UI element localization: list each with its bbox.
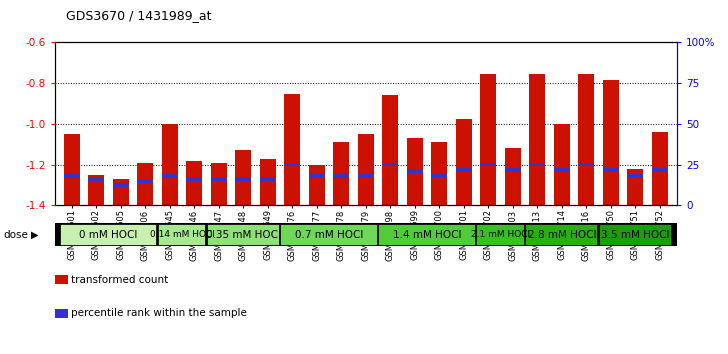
Bar — [554, 124, 570, 205]
Bar — [407, 138, 423, 205]
Bar — [579, 163, 594, 166]
Bar — [476, 224, 524, 245]
Bar — [333, 142, 349, 205]
Bar — [207, 224, 279, 245]
Bar — [60, 224, 157, 245]
Text: percentile rank within the sample: percentile rank within the sample — [71, 308, 248, 318]
Bar — [432, 142, 447, 205]
Bar — [505, 148, 521, 205]
Text: transformed count: transformed count — [71, 275, 169, 285]
Bar — [603, 168, 619, 172]
Bar — [407, 169, 423, 172]
Text: 0.35 mM HOCl: 0.35 mM HOCl — [206, 229, 281, 240]
Bar — [64, 134, 80, 205]
Bar — [285, 95, 300, 205]
Bar — [358, 134, 373, 205]
Text: 0.14 mM HOCl: 0.14 mM HOCl — [149, 230, 215, 239]
Bar — [579, 74, 594, 205]
Bar — [211, 162, 226, 205]
Bar — [358, 174, 373, 178]
Bar — [113, 179, 129, 205]
Bar — [333, 174, 349, 178]
Bar — [456, 119, 472, 205]
Bar — [529, 163, 545, 166]
Bar — [157, 224, 205, 245]
Bar — [186, 177, 202, 181]
Bar — [162, 174, 178, 178]
Text: ▶: ▶ — [31, 230, 38, 240]
Text: dose: dose — [4, 230, 28, 240]
Bar — [309, 165, 325, 205]
Text: 0.7 mM HOCl: 0.7 mM HOCl — [295, 229, 363, 240]
Bar — [529, 74, 545, 205]
Bar — [138, 162, 153, 205]
Bar — [88, 177, 104, 181]
Text: 2.1 mM HOCl: 2.1 mM HOCl — [471, 230, 530, 239]
Text: 1.4 mM HOCl: 1.4 mM HOCl — [393, 229, 462, 240]
Text: GDS3670 / 1431989_at: GDS3670 / 1431989_at — [66, 9, 211, 22]
Bar — [554, 168, 570, 172]
Bar — [382, 95, 398, 205]
Bar — [309, 174, 325, 178]
Text: 0 mM HOCl: 0 mM HOCl — [79, 229, 138, 240]
Bar — [162, 124, 178, 205]
Bar — [480, 163, 496, 166]
Bar — [382, 163, 398, 166]
Bar — [628, 169, 644, 205]
Bar — [456, 168, 472, 172]
Bar — [88, 175, 104, 205]
Bar — [285, 163, 300, 166]
Bar — [211, 177, 226, 181]
Bar — [378, 224, 475, 245]
Bar — [260, 177, 276, 181]
Bar — [235, 177, 251, 181]
Bar — [138, 179, 153, 183]
Bar — [280, 224, 377, 245]
Bar — [652, 132, 668, 205]
Bar — [113, 183, 129, 187]
Bar — [235, 150, 251, 205]
Bar — [603, 80, 619, 205]
Bar — [260, 159, 276, 205]
Bar — [432, 173, 447, 177]
Text: 3.5 mM HOCl: 3.5 mM HOCl — [601, 229, 670, 240]
Bar — [628, 174, 644, 178]
Bar — [505, 168, 521, 172]
Text: 2.8 mM HOCl: 2.8 mM HOCl — [528, 229, 596, 240]
Bar — [64, 174, 80, 178]
Bar — [598, 224, 671, 245]
Bar — [480, 74, 496, 205]
Bar — [186, 160, 202, 205]
Bar — [652, 168, 668, 172]
Bar — [525, 224, 598, 245]
